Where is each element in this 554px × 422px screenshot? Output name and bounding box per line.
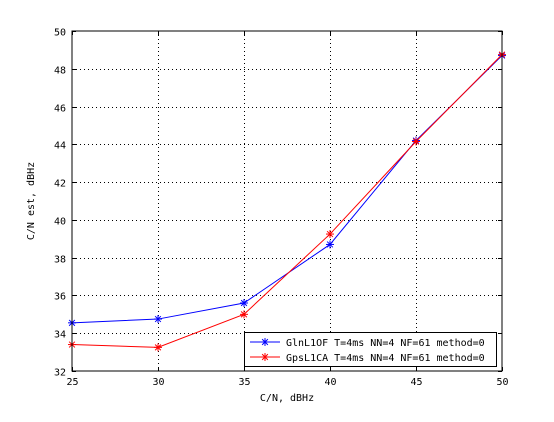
y-tick-label: 38 xyxy=(54,255,66,266)
legend: GlnL1OF T=4ms NN=4 NF=61 method=0 GpsL1CA… xyxy=(244,332,497,367)
data-point-marker xyxy=(261,338,269,346)
x-tick-label: 45 xyxy=(410,377,422,388)
y-axis-label: C/N est, dBHz xyxy=(26,162,37,240)
x-tick-label: 35 xyxy=(238,377,250,388)
x-axis-label: C/N, dBHz xyxy=(260,393,314,404)
legend-entry: GpsL1CA T=4ms NN=4 NF=61 method=0 xyxy=(250,353,485,364)
grid-lines xyxy=(72,31,502,371)
data-point-marker xyxy=(326,240,334,249)
y-tick-label: 32 xyxy=(54,368,66,379)
legend-label: GlnL1OF T=4ms NN=4 NF=61 method=0 xyxy=(286,338,485,349)
series-line xyxy=(71,54,503,348)
y-tick-label: 40 xyxy=(54,217,66,228)
series-layer xyxy=(68,50,506,352)
data-point-marker xyxy=(240,299,248,307)
y-tick-label: 48 xyxy=(54,66,66,77)
y-tick-label: 42 xyxy=(54,179,66,190)
y-tick-label: 44 xyxy=(54,141,66,152)
data-point-marker xyxy=(240,310,248,319)
x-tick-label: 40 xyxy=(324,377,336,388)
y-tick-label: 34 xyxy=(54,330,66,341)
data-point-marker xyxy=(154,315,162,324)
y-tick-label: 50 xyxy=(54,28,66,39)
data-point-marker xyxy=(412,137,420,146)
plot-frame xyxy=(71,30,503,372)
series-2 xyxy=(68,50,506,352)
data-point-marker xyxy=(261,353,269,361)
plot-area xyxy=(72,31,502,371)
axis-ticks: 25 30 35 40 45 50 32 34 36 38 40 42 44 46 48 50 xyxy=(54,28,509,389)
data-point-marker xyxy=(154,343,162,352)
y-tick-label: 36 xyxy=(54,292,66,303)
y-tick-label: 46 xyxy=(54,104,66,115)
x-tick-label: 25 xyxy=(66,377,78,388)
legend-box xyxy=(244,332,497,367)
data-point-marker xyxy=(326,230,334,239)
legend-label: GpsL1CA T=4ms NN=4 NF=61 method=0 xyxy=(286,353,485,364)
legend-entry: GlnL1OF T=4ms NN=4 NF=61 method=0 xyxy=(250,338,485,349)
x-tick-label: 30 xyxy=(152,377,164,388)
x-tick-label: 50 xyxy=(496,377,508,388)
